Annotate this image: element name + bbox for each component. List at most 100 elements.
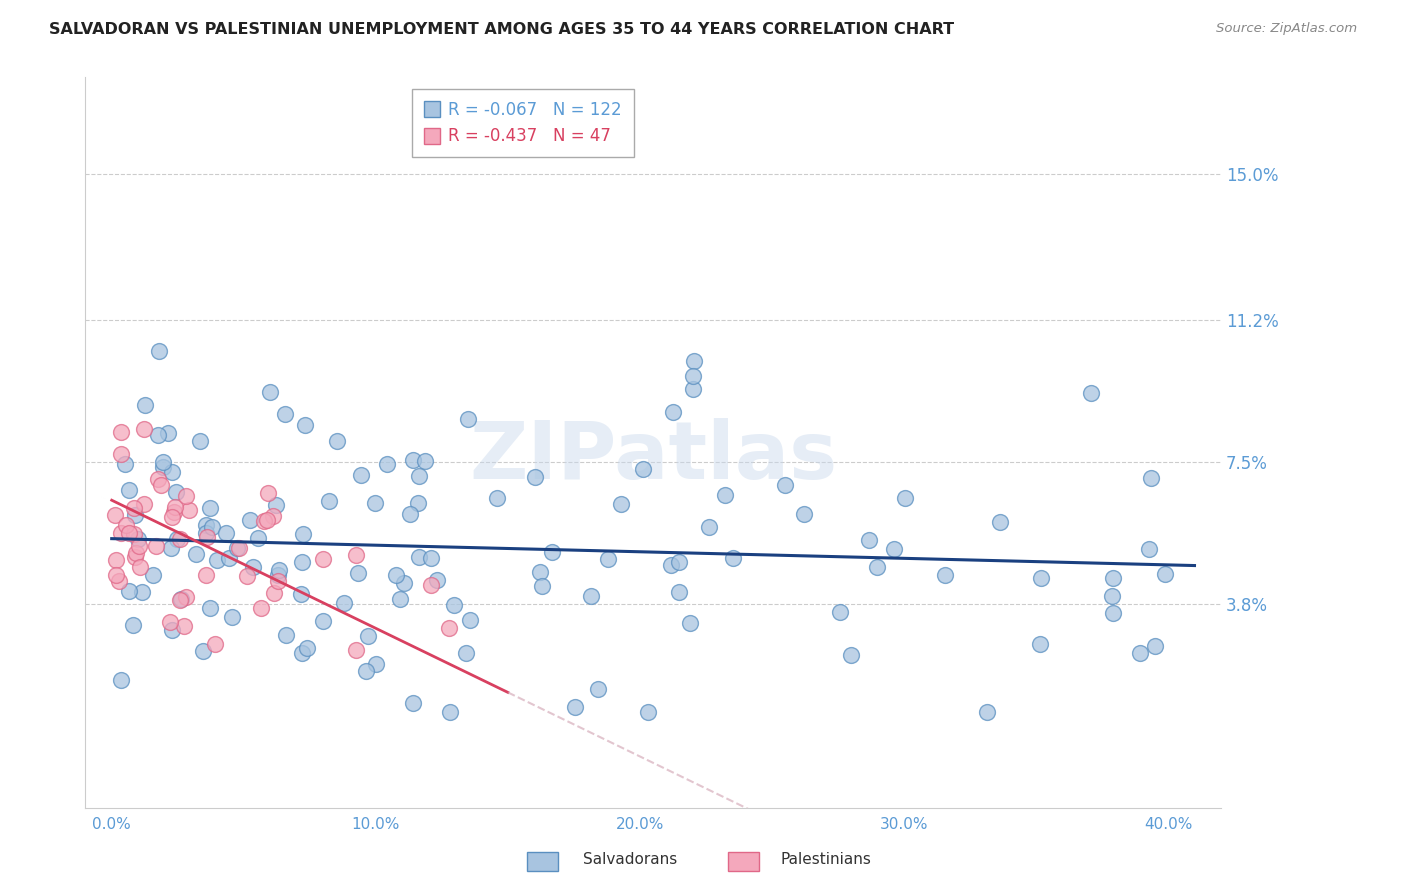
Point [419, 578, 441, 592]
Point [246, 531, 269, 545]
Point [160, 510, 183, 524]
Point [129, 560, 152, 574]
Point [122, 500, 145, 515]
Point [531, 579, 554, 593]
Point [165, 485, 187, 500]
Point [344, 548, 367, 562]
Point [166, 532, 188, 546]
Point [105, 553, 128, 567]
Point [117, 584, 139, 599]
Point [1102, 571, 1125, 585]
Point [104, 568, 127, 582]
Point [197, 530, 219, 544]
Point [401, 453, 423, 467]
Point [714, 488, 737, 502]
Point [124, 508, 146, 522]
Point [419, 551, 441, 566]
Point [1029, 571, 1052, 585]
Point [375, 458, 398, 472]
Point [115, 517, 138, 532]
Point [242, 559, 264, 574]
Point [162, 505, 184, 519]
Point [160, 541, 183, 555]
Point [173, 619, 195, 633]
Point [1139, 471, 1161, 485]
Point [269, 563, 291, 577]
Point [104, 508, 127, 523]
Point [312, 552, 335, 566]
Point [1102, 606, 1125, 620]
Point [201, 520, 224, 534]
Point [169, 593, 191, 607]
Point [350, 467, 373, 482]
Point [276, 628, 298, 642]
Point [218, 551, 240, 566]
Point [148, 344, 170, 359]
Point [529, 565, 551, 579]
Point [976, 705, 998, 719]
Point [793, 507, 815, 521]
Point [439, 705, 461, 719]
Point [1028, 637, 1050, 651]
Point [408, 468, 430, 483]
Point [1080, 386, 1102, 401]
Point [679, 615, 702, 630]
Point [866, 559, 889, 574]
Point [364, 496, 387, 510]
Point [426, 574, 449, 588]
Point [524, 470, 547, 484]
Point [236, 569, 259, 583]
Point [668, 585, 690, 599]
Point [188, 434, 211, 448]
Point [195, 568, 218, 582]
Text: Source: ZipAtlas.com: Source: ZipAtlas.com [1216, 22, 1357, 36]
Point [148, 472, 170, 486]
Point [114, 457, 136, 471]
Point [127, 532, 149, 546]
Point [292, 527, 315, 541]
Point [454, 646, 477, 660]
Point [228, 541, 250, 555]
Point [134, 497, 156, 511]
Point [668, 555, 690, 569]
Point [318, 494, 340, 508]
Point [682, 354, 704, 368]
Point [125, 546, 148, 560]
Point [631, 462, 654, 476]
Point [132, 421, 155, 435]
Point [142, 567, 165, 582]
Point [392, 576, 415, 591]
Point [773, 477, 796, 491]
Point [159, 615, 181, 629]
Point [457, 412, 479, 426]
Point [443, 598, 465, 612]
Point [221, 610, 243, 624]
Point [596, 551, 619, 566]
Point [262, 509, 284, 524]
Point [191, 644, 214, 658]
Text: Salvadorans: Salvadorans [583, 852, 678, 867]
Point [389, 591, 412, 606]
Point [894, 491, 917, 505]
Point [198, 500, 221, 515]
Point [110, 425, 132, 439]
Point [564, 700, 586, 714]
Point [586, 681, 609, 696]
Point [398, 507, 420, 521]
Point [828, 605, 851, 619]
Point [110, 673, 132, 687]
Point [257, 486, 280, 500]
Legend: R = -0.067   N = 122, R = -0.437   N = 47: R = -0.067 N = 122, R = -0.437 N = 47 [412, 89, 634, 157]
Text: SALVADORAN VS PALESTINIAN UNEMPLOYMENT AMONG AGES 35 TO 44 YEARS CORRELATION CHA: SALVADORAN VS PALESTINIAN UNEMPLOYMENT A… [49, 22, 955, 37]
Point [347, 566, 370, 580]
Point [110, 526, 132, 541]
Point [697, 520, 720, 534]
Point [110, 447, 132, 461]
Point [162, 624, 184, 638]
Point [256, 513, 278, 527]
Point [682, 369, 704, 384]
Point [326, 434, 349, 448]
Point [858, 533, 880, 548]
Point [610, 497, 633, 511]
Point [131, 584, 153, 599]
